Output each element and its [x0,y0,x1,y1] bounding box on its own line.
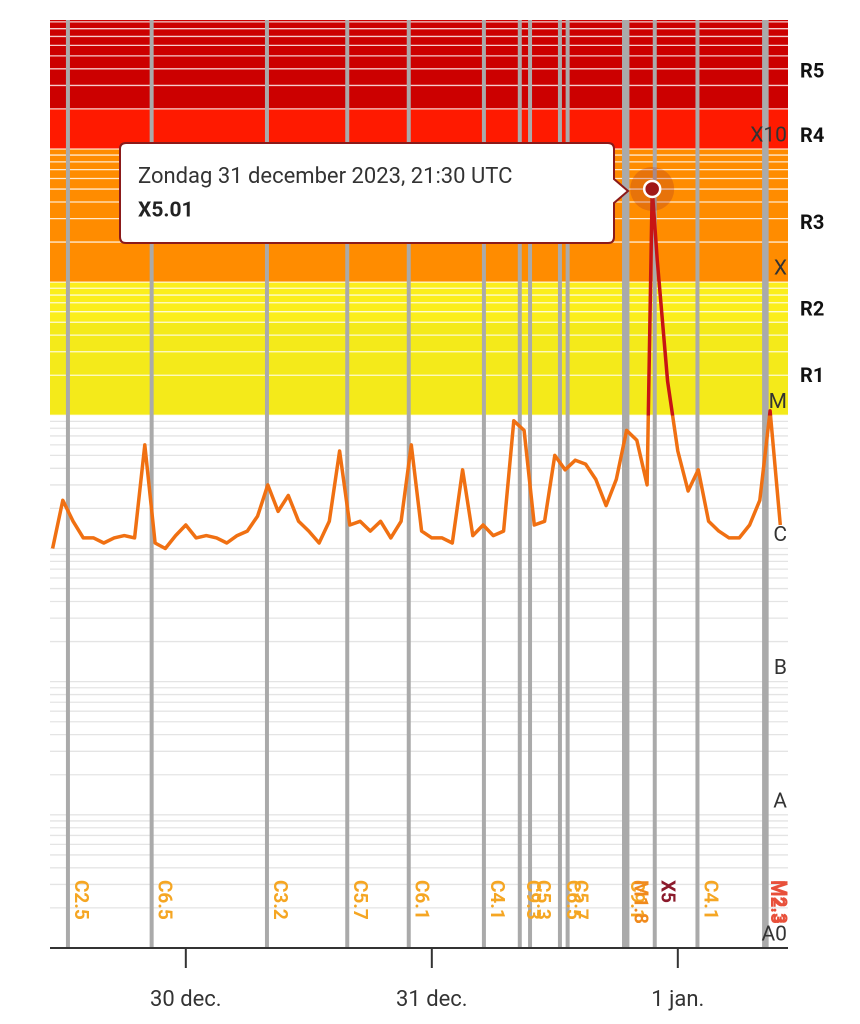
x-tick-label: 30 dec. [150,987,222,1012]
band-label: R5 [800,59,824,83]
y-tick-label: B [774,656,787,680]
flare-label: C4.1 [486,880,509,920]
flare-label: M2.3 [766,880,789,924]
y-tick-label: A [773,789,787,813]
x-tick-label: 1 jan. [651,987,704,1012]
flare-label: C3.2 [269,880,292,920]
flare-label: M2.3 [769,880,792,924]
tooltip-title: Zondag 31 december 2023, 21:30 UTC [138,164,512,189]
band-label: R3 [800,210,824,234]
flare-label: C4.1 [699,880,722,920]
y-tick-label: A0 [761,923,787,947]
flare-label: C6.1 [411,880,434,920]
flare-label: C6.5 [562,880,585,920]
flare-label: M1.8 [629,880,652,924]
tooltip-box [119,142,630,244]
risk-band [50,322,788,416]
y-tick-label: X10 [750,124,787,148]
flare-label: C2.5 [70,880,93,920]
hover-point [642,179,662,199]
flux-line [50,187,783,551]
band-label: R1 [800,363,824,387]
flare-label: C9.3 [522,880,545,920]
y-tick-label: M [769,390,787,414]
risk-band [50,20,788,109]
band-label: R2 [800,296,824,320]
y-tick-label: C [773,523,787,547]
x-tick-label: 31 dec. [396,987,468,1012]
flare-label: C5.7 [570,880,593,920]
flare-label: C9.1 [626,880,649,920]
tooltip-value: X5.01 [138,199,194,223]
band-label: R4 [800,123,824,147]
flare-label: C6.5 [154,880,177,920]
flare-label: C5.7 [349,880,372,920]
y-tick-label: X [774,257,787,281]
flare-label: C5.3 [532,880,555,920]
flare-label: X5 [657,880,680,903]
